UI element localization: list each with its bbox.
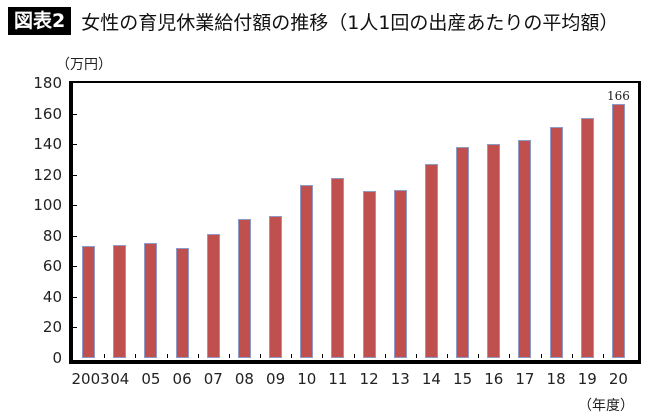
bar-08 [237,218,251,358]
bar-12 [362,191,376,358]
y-axis-unit-label: （万円） [56,57,112,73]
x-tick-mark [541,354,542,358]
y-tick-mark [73,297,77,298]
y-tick-mark [73,327,77,328]
bar-10 [300,185,314,358]
x-tick-mark [135,354,136,358]
y-tick-mark [73,236,77,237]
bar-11 [331,177,345,358]
bar-13 [393,189,407,358]
y-tick-mark [73,175,77,176]
y-tick-label: 140 [33,135,62,154]
x-tick-mark [447,354,448,358]
bar-05 [144,243,158,358]
bar-2003 [82,246,96,358]
bar-04 [113,244,127,358]
x-tick-mark [385,354,386,358]
x-tick-label: 06 [172,370,192,388]
bar-14 [424,163,438,358]
x-tick-mark [354,354,355,358]
x-axis-unit-label: （年度） [578,398,634,414]
x-tick-label: 05 [141,370,161,388]
bar-06 [175,248,189,358]
x-tick-mark [229,354,230,358]
y-tick-mark [73,114,77,115]
y-tick-mark [73,144,77,145]
y-tick-label: 80 [42,226,62,245]
x-tick-label: 12 [359,370,379,388]
x-tick-mark [167,354,168,358]
y-tick-label: 100 [33,196,62,215]
x-tick-mark [603,354,604,358]
y-tick-label: 0 [52,349,62,367]
y-tick-label: 60 [42,257,62,276]
figure-badge: 図表2 [8,7,72,35]
x-tick-label: 15 [453,370,473,388]
y-tick-mark [73,205,77,206]
y-tick-label: 20 [42,318,62,337]
bar-17 [518,139,532,358]
y-tick-mark [73,266,77,267]
x-tick-mark [322,354,323,358]
x-tick-mark [572,354,573,358]
y-tick-label: 180 [33,74,62,92]
bar-18 [549,127,563,358]
bar-20 [611,104,625,358]
x-tick-label: 13 [390,370,410,388]
chart-title-row: 図表2 女性の育児休業給付額の推移（1人1回の出産あたりの平均額） [8,7,618,35]
x-tick-label: 16 [484,370,504,388]
x-tick-label: 08 [234,370,254,388]
data-label: 166 [606,89,630,104]
x-tick-label: 2003 [71,370,110,388]
x-tick-label: 04 [110,370,130,388]
x-tick-mark [509,354,510,358]
x-tick-label: 09 [266,370,286,388]
bar-19 [580,118,594,358]
x-tick-label: 11 [328,370,348,388]
x-tick-mark [291,354,292,358]
x-tick-label: 18 [546,370,566,388]
y-tick-label: 120 [33,165,62,184]
y-tick-label: 40 [42,287,62,306]
x-tick-label: 19 [577,370,597,388]
bar-15 [456,147,470,358]
x-tick-mark [198,354,199,358]
bar-07 [206,234,220,358]
plot-area [69,81,641,364]
chart-title: 女性の育児休業給付額の推移（1人1回の出産あたりの平均額） [81,11,619,34]
x-tick-mark [416,354,417,358]
x-tick-label: 14 [421,370,441,388]
x-tick-label: 17 [515,370,535,388]
x-tick-label: 20 [608,370,628,388]
bar-09 [269,215,283,358]
x-tick-label: 10 [297,370,317,388]
x-tick-mark [478,354,479,358]
x-tick-mark [104,354,105,358]
y-tick-label: 160 [33,104,62,123]
bar-16 [487,144,501,358]
x-tick-mark [260,354,261,358]
x-tick-label: 07 [203,370,223,388]
